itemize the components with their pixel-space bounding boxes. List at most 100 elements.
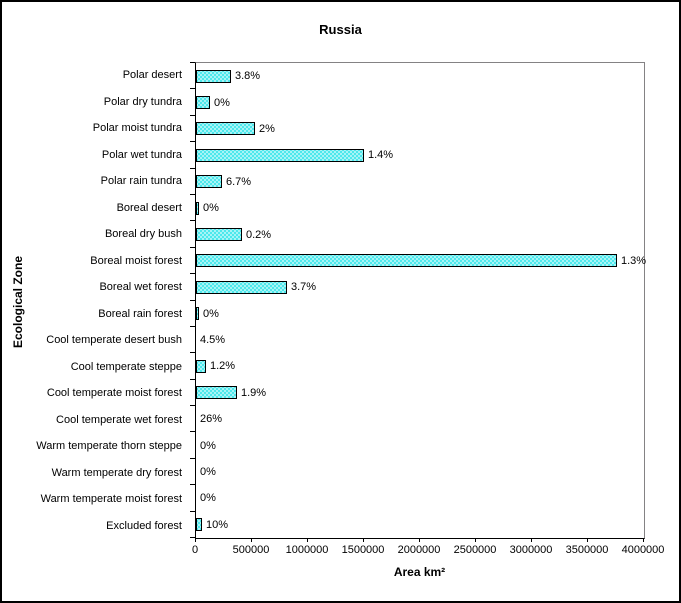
bar-row: 1.4% — [196, 142, 644, 168]
y-axis-tick — [190, 220, 195, 221]
x-axis-tick — [195, 538, 196, 542]
x-axis-title: Area km² — [393, 565, 446, 579]
bar-value-label: 0% — [200, 466, 216, 479]
bar-row: 1.3% — [196, 248, 647, 274]
bar — [196, 307, 199, 321]
bar-row: 10% — [196, 512, 644, 538]
bar-value-label: 0% — [214, 96, 230, 109]
bar — [196, 228, 242, 242]
y-axis-tick — [190, 247, 195, 248]
x-axis-tick — [251, 538, 252, 542]
x-axis-tick — [587, 538, 588, 542]
y-axis-tick — [190, 405, 195, 406]
bar-row: 0% — [196, 485, 644, 511]
category-label: Polar wet tundra — [101, 148, 182, 161]
bar-row: 1.9% — [196, 380, 644, 406]
y-axis-tick — [190, 141, 195, 142]
category-label: Cool temperate steppe — [70, 360, 182, 373]
bar-value-label: 1.9% — [241, 386, 267, 399]
bar — [196, 175, 222, 189]
bar — [196, 69, 231, 83]
category-label: Boreal desert — [116, 201, 182, 214]
y-axis-tick — [190, 352, 195, 353]
category-label: Excluded forest — [106, 519, 182, 532]
bar-value-label: 0% — [200, 492, 216, 505]
x-axis-tick — [363, 538, 364, 542]
y-axis-tick — [190, 62, 195, 63]
category-label: Polar moist tundra — [92, 122, 182, 135]
bar-row: 0% — [196, 459, 644, 485]
x-axis-tick-label: 3000000 — [509, 544, 553, 556]
bar — [196, 148, 364, 162]
x-axis-tick — [531, 538, 532, 542]
bar-row: 1.2% — [196, 353, 644, 379]
bar-value-label: 1.3% — [621, 254, 647, 267]
plot-area: 3.8% 0% 2% 1.4% 6.7% 0% 0.2% 1.3% 3.7% 0% 4.5% 1.2%… — [195, 62, 647, 539]
y-axis-tick — [190, 537, 195, 538]
y-axis-tick — [190, 431, 195, 432]
y-axis-tick — [190, 168, 195, 169]
bar-row: 0% — [196, 432, 644, 458]
bar-row: 0.2% — [196, 221, 644, 247]
bar-value-label: 6.7% — [226, 175, 252, 188]
x-axis-tick-label: 0 — [191, 544, 199, 556]
bar-row: 26% — [196, 406, 644, 432]
bar — [196, 359, 206, 373]
category-label: Boreal dry bush — [104, 228, 182, 241]
category-label: Boreal wet forest — [99, 281, 182, 294]
bar-value-label: 1.2% — [210, 360, 236, 373]
bar-value-label: 4.5% — [200, 334, 226, 347]
y-axis-tick — [190, 115, 195, 116]
category-label: Warm temperate dry forest — [51, 466, 182, 479]
bar-row: 0% — [196, 89, 644, 115]
bar — [196, 122, 255, 136]
bar-value-label: 0% — [203, 307, 219, 320]
category-label: Cool temperate wet forest — [56, 413, 182, 426]
bar-value-label: 26% — [200, 413, 223, 426]
category-labels: Polar desert Polar dry tundra Polar moist … — [2, 62, 188, 539]
chart-title: Russia — [319, 22, 362, 37]
x-axis-tick — [475, 538, 476, 542]
category-label: Cool temperate moist forest — [46, 387, 182, 400]
bar-value-label: 3.8% — [235, 70, 261, 83]
bar-value-label: 2% — [259, 122, 275, 135]
bar — [196, 96, 210, 110]
x-axis-tick — [307, 538, 308, 542]
bar-row: 2% — [196, 116, 644, 142]
y-axis-tick — [190, 326, 195, 327]
x-axis-tick-label: 1000000 — [285, 544, 329, 556]
x-axis-tick-label: 2000000 — [397, 544, 441, 556]
y-axis-tick — [190, 379, 195, 380]
bar — [196, 386, 237, 400]
bar — [196, 201, 199, 215]
category-label: Boreal moist forest — [90, 254, 182, 267]
x-axis-tick-label: 1500000 — [341, 544, 385, 556]
category-label: Polar dry tundra — [103, 95, 182, 108]
bar-value-label: 1.4% — [368, 149, 394, 162]
bar-value-label: 0.2% — [246, 228, 272, 241]
bar-value-label: 0% — [200, 439, 216, 452]
bar-row: 0% — [196, 301, 644, 327]
category-label: Boreal rain forest — [98, 307, 182, 320]
y-axis-tick — [190, 458, 195, 459]
category-label: Polar desert — [122, 69, 182, 82]
x-axis-tick-label: 2500000 — [453, 544, 497, 556]
bar-row: 4.5% — [196, 327, 644, 353]
category-label: Warm temperate thorn steppe — [36, 440, 182, 453]
x-axis-tick-label: 3500000 — [565, 544, 609, 556]
y-axis-tick — [190, 273, 195, 274]
y-axis-tick — [190, 300, 195, 301]
y-axis-tick — [190, 88, 195, 89]
category-label: Cool temperate desert bush — [46, 334, 182, 347]
y-axis-tick — [190, 511, 195, 512]
category-label: Warm temperate moist forest — [40, 493, 182, 506]
y-axis-tick — [190, 484, 195, 485]
bar-value-label: 0% — [203, 202, 219, 215]
x-axis-tick-label: 4000000 — [621, 544, 665, 556]
bar-value-label: 3.7% — [291, 281, 317, 294]
bar-value-label: 10% — [206, 518, 229, 531]
bar-row: 3.8% — [196, 63, 644, 89]
bar — [196, 254, 617, 268]
category-label: Polar rain tundra — [100, 175, 182, 188]
